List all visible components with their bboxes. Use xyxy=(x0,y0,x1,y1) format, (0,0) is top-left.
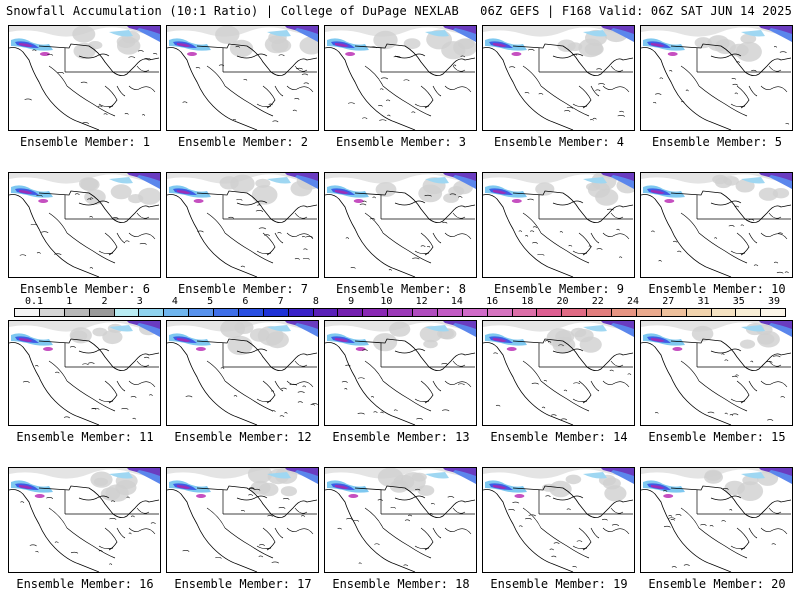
member-label: Ensemble Member: 10 xyxy=(648,282,786,296)
member-label: Ensemble Member: 7 xyxy=(177,282,309,296)
colorbar-tick-label: 16 xyxy=(486,296,499,307)
colorbar-swatch xyxy=(612,309,637,316)
colorbar-tick-label: 1 xyxy=(66,296,73,307)
colorbar-tick-label: 27 xyxy=(662,296,675,307)
member-map-19 xyxy=(482,467,635,573)
colorbar-tick-label: 4 xyxy=(171,296,178,307)
colorbar-tick-label: 7 xyxy=(277,296,284,307)
colorbar-tick-label: 35 xyxy=(732,296,745,307)
colorbar-tick-label: 9 xyxy=(348,296,355,307)
run-valid-time: 06Z GEFS | F168 Valid: 06Z SAT JUN 14 20… xyxy=(480,4,792,18)
member-label: Ensemble Member: 4 xyxy=(493,135,625,149)
member-label: Ensemble Member: 13 xyxy=(332,430,470,444)
colorbar-swatch xyxy=(462,309,488,316)
member-map-15 xyxy=(640,320,793,426)
member-map-1 xyxy=(8,25,161,131)
colorbar-swatch xyxy=(139,309,165,316)
colorbar-swatch xyxy=(238,309,264,316)
member-label: Ensemble Member: 1 xyxy=(19,135,151,149)
member-label: Ensemble Member: 17 xyxy=(174,577,312,591)
colorbar-swatch xyxy=(413,309,438,316)
member-label: Ensemble Member: 14 xyxy=(490,430,628,444)
colorbar-swatch xyxy=(537,309,563,316)
colorbar-tick-label: 22 xyxy=(591,296,604,307)
member-label: Ensemble Member: 5 xyxy=(651,135,783,149)
colorbar-tick-label: 10 xyxy=(380,296,393,307)
colorbar-swatch xyxy=(39,309,65,316)
member-label: Ensemble Member: 12 xyxy=(174,430,312,444)
colorbar-tick-label: 8 xyxy=(312,296,319,307)
member-label: Ensemble Member: 18 xyxy=(332,577,470,591)
member-map-13 xyxy=(324,320,477,426)
member-map-5 xyxy=(640,25,793,131)
member-map-7 xyxy=(166,172,319,278)
member-label: Ensemble Member: 16 xyxy=(16,577,154,591)
colorbar-swatch xyxy=(761,309,786,316)
colorbar-swatch xyxy=(587,309,612,316)
member-map-18 xyxy=(324,467,477,573)
member-map-16 xyxy=(8,467,161,573)
member-map-8 xyxy=(324,172,477,278)
member-map-17 xyxy=(166,467,319,573)
colorbar-swatch xyxy=(89,309,115,316)
member-label: Ensemble Member: 2 xyxy=(177,135,309,149)
member-map-4 xyxy=(482,25,635,131)
colorbar-tick-label: 6 xyxy=(242,296,249,307)
member-label: Ensemble Member: 19 xyxy=(490,577,628,591)
member-label: Ensemble Member: 11 xyxy=(16,430,154,444)
member-label: Ensemble Member: 3 xyxy=(335,135,467,149)
colorbar-swatch xyxy=(388,309,413,316)
member-map-12 xyxy=(166,320,319,426)
colorbar-swatch xyxy=(15,309,40,316)
colorbar-swatch xyxy=(711,309,737,316)
colorbar-swatch xyxy=(313,309,339,316)
colorbar-swatch xyxy=(736,309,762,316)
member-label: Ensemble Member: 8 xyxy=(335,282,467,296)
member-map-10 xyxy=(640,172,793,278)
colorbar-tick-label: 18 xyxy=(521,296,534,307)
colorbar-tick-label: 2 xyxy=(101,296,108,307)
colorbar xyxy=(14,308,786,317)
member-map-6 xyxy=(8,172,161,278)
colorbar-swatch xyxy=(114,309,140,316)
colorbar-swatch xyxy=(189,309,214,316)
colorbar-tick-label: 12 xyxy=(415,296,428,307)
member-label: Ensemble Member: 6 xyxy=(19,282,151,296)
colorbar-swatch xyxy=(661,309,687,316)
colorbar-swatch xyxy=(338,309,364,316)
member-map-20 xyxy=(640,467,793,573)
colorbar-swatch xyxy=(64,309,90,316)
colorbar-tick-label: 14 xyxy=(450,296,463,307)
member-label: Ensemble Member: 20 xyxy=(648,577,786,591)
colorbar-swatch xyxy=(487,309,513,316)
colorbar-tick-label: 39 xyxy=(767,296,781,307)
member-map-2 xyxy=(166,25,319,131)
member-map-3 xyxy=(324,25,477,131)
colorbar-swatch xyxy=(363,309,389,316)
colorbar-swatch xyxy=(512,309,538,316)
chart-title: Snowfall Accumulation (10:1 Ratio) | Col… xyxy=(6,4,459,18)
colorbar-swatch xyxy=(636,309,662,316)
colorbar-labels: 0.1 1 2 3 4 5 6 7 8 9 10 12 14 16 18 20 22 24 27 31 35 39 xyxy=(14,296,786,308)
colorbar-tick-label: 3 xyxy=(136,296,143,307)
colorbar-swatch xyxy=(562,309,588,316)
member-label: Ensemble Member: 9 xyxy=(493,282,625,296)
colorbar-swatch xyxy=(686,309,712,316)
colorbar-tick-label: 5 xyxy=(207,296,214,307)
member-map-14 xyxy=(482,320,635,426)
colorbar-swatch xyxy=(214,309,239,316)
colorbar-swatch xyxy=(437,309,463,316)
colorbar-swatch xyxy=(164,309,190,316)
colorbar-tick-label: 0.1 xyxy=(24,296,44,307)
colorbar-tick-label: 31 xyxy=(697,296,710,307)
colorbar-tick-label: 20 xyxy=(556,296,569,307)
colorbar-tick-label: 24 xyxy=(627,296,640,307)
member-label: Ensemble Member: 15 xyxy=(648,430,786,444)
colorbar-swatch xyxy=(288,309,314,316)
member-map-9 xyxy=(482,172,635,278)
member-map-11 xyxy=(8,320,161,426)
colorbar-swatch xyxy=(263,309,289,316)
